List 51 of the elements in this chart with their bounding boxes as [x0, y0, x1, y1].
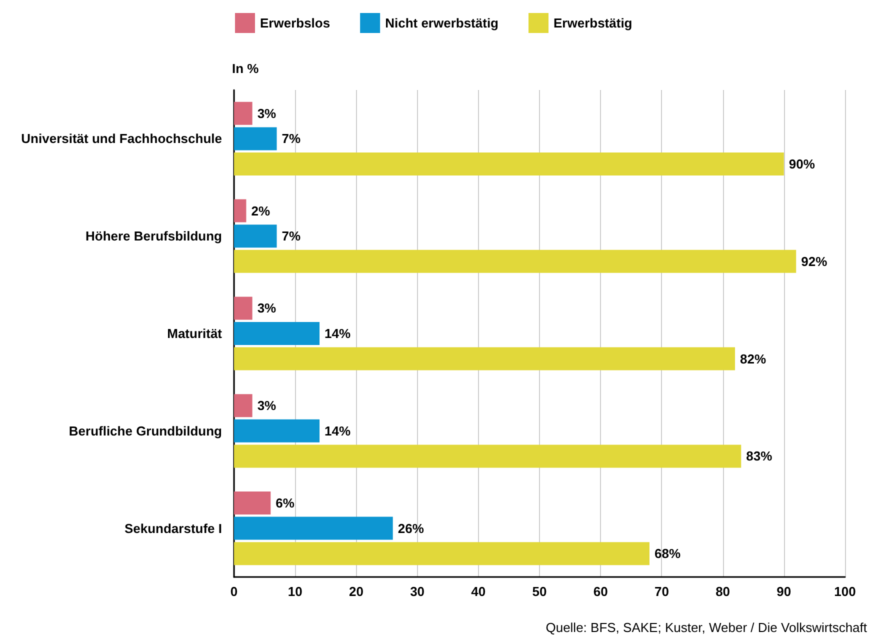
x-tick-label: 60 [593, 584, 608, 599]
data-label: 7% [282, 228, 301, 244]
bar [234, 152, 784, 176]
x-tick-label: 40 [471, 584, 486, 599]
bar [234, 394, 252, 418]
data-label: 92% [801, 254, 828, 269]
x-tick-label: 30 [410, 584, 425, 599]
data-label: 83% [746, 448, 773, 464]
data-label: 90% [788, 156, 816, 172]
bar [234, 102, 252, 125]
legend-label: Erwerbstätig [554, 16, 632, 30]
bar [234, 516, 393, 540]
data-label: 3% [257, 106, 277, 121]
y-tick-label: Berufliche Grundbildung [68, 423, 222, 438]
data-label: 26% [398, 520, 424, 536]
data-label: 6% [276, 496, 295, 510]
bar [234, 542, 650, 566]
x-tick-label: 10 [288, 584, 302, 599]
x-tick-label: 100 [834, 584, 856, 599]
bar [234, 444, 742, 468]
x-tick-label: 70 [654, 584, 669, 599]
data-label: 3% [257, 398, 277, 414]
bar [234, 296, 252, 320]
y-tick-label: Universität und Fachhochschule [21, 131, 222, 146]
data-label: 14% [324, 423, 351, 438]
bar [234, 347, 736, 370]
bar [234, 419, 320, 442]
bar [234, 127, 277, 150]
legend-label: Erwerbslos [260, 16, 330, 30]
legend-label: Nicht erwerbstätig [385, 16, 499, 30]
bar [234, 224, 277, 248]
bar [234, 199, 246, 222]
data-label: 7% [282, 131, 301, 146]
data-label: 14% [324, 326, 351, 341]
y-tick-label: Höhere Berufsbildung [85, 228, 222, 244]
x-tick-label: 0 [230, 584, 238, 599]
x-axis-title: In % [232, 61, 260, 76]
x-tick-label: 90 [776, 584, 792, 599]
x-tick-label: 50 [532, 584, 547, 599]
data-label: 68% [654, 546, 681, 562]
bar [234, 492, 271, 514]
y-tick-label: Sekundarstufe I [124, 520, 222, 536]
bar [234, 322, 320, 345]
data-label: 82% [740, 351, 766, 366]
y-tick-label: Maturität [167, 326, 223, 341]
bar [234, 250, 796, 273]
x-tick-label: 20 [348, 584, 364, 599]
source-note: Quelle: BFS, SAKE; Kuster, Weber / Die Volkswirtschaft [546, 620, 868, 635]
x-tick-label: 80 [716, 584, 730, 599]
data-label: 2% [251, 203, 270, 218]
data-label: 3% [257, 300, 277, 316]
